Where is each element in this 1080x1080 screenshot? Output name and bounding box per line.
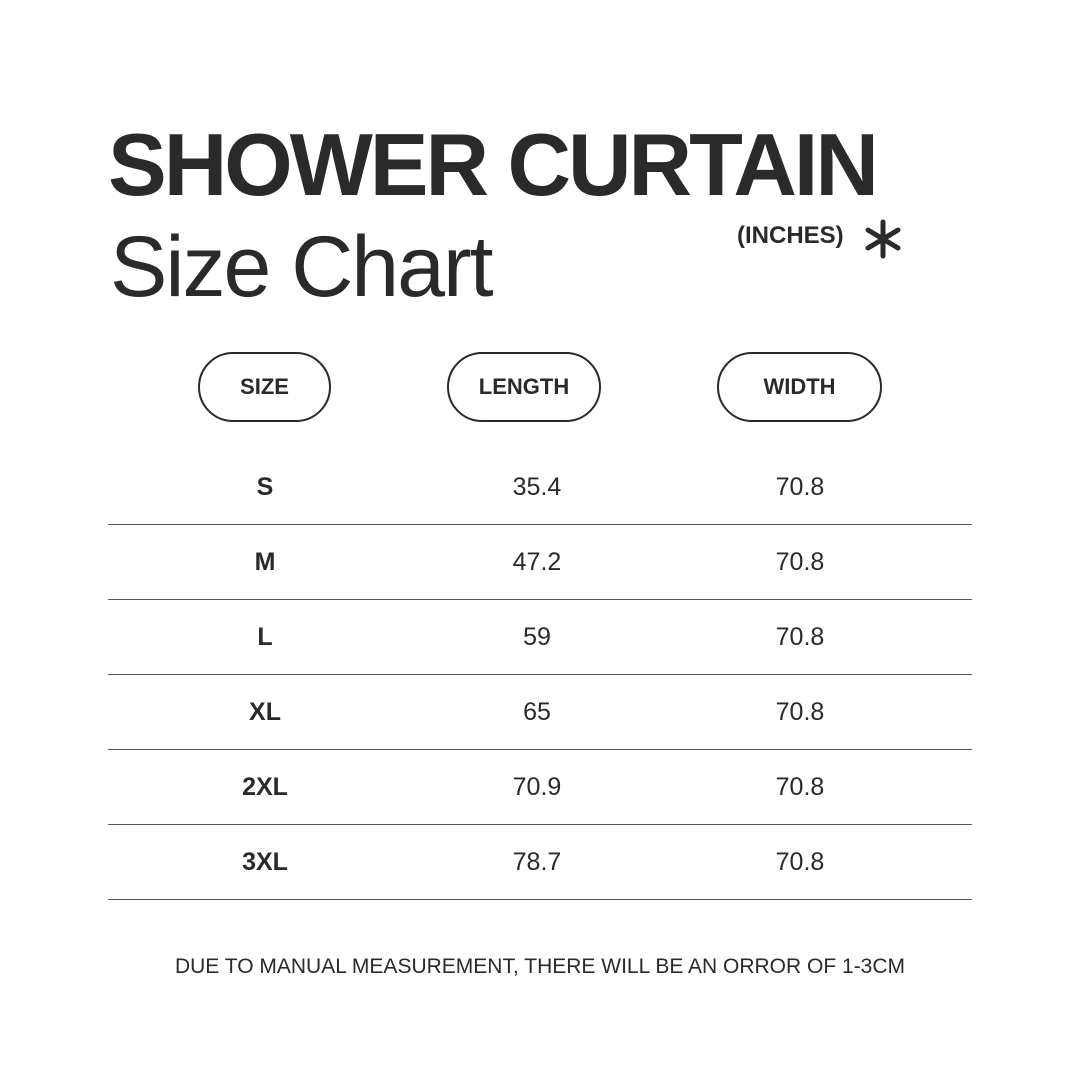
cell-width: 70.8 (775, 547, 825, 576)
page-title: SHOWER CURTAIN (108, 115, 879, 214)
header-width: WIDTH (717, 352, 882, 422)
row-divider (108, 524, 972, 525)
cell-length: 78.7 (512, 847, 562, 876)
row-divider (108, 824, 972, 825)
row-divider (108, 599, 972, 600)
cell-length: 35.4 (512, 472, 562, 501)
cell-length: 47.2 (512, 547, 562, 576)
row-divider (108, 899, 972, 900)
header-length: LENGTH (447, 352, 601, 422)
table-row: L 59 70.8 (108, 600, 972, 675)
table-row: 3XL 78.7 70.8 (108, 825, 972, 900)
table-row: M 47.2 70.8 (108, 525, 972, 600)
cell-size: M (254, 547, 276, 576)
cell-width: 70.8 (775, 847, 825, 876)
unit-label: (INCHES) (737, 222, 844, 249)
cell-size: 3XL (242, 847, 288, 876)
cell-size: L (257, 622, 273, 651)
table-row: S 35.4 70.8 (108, 450, 972, 525)
table-row: 2XL 70.9 70.8 (108, 750, 972, 825)
cell-size: S (256, 472, 274, 501)
table-row: XL 65 70.8 (108, 675, 972, 750)
cell-size: XL (249, 697, 281, 726)
row-divider (108, 749, 972, 750)
header-size: SIZE (198, 352, 331, 422)
cell-length: 65 (523, 697, 551, 726)
row-divider (108, 674, 972, 675)
cell-length: 70.9 (512, 772, 562, 801)
page-subtitle: Size Chart (110, 219, 493, 315)
cell-width: 70.8 (775, 697, 825, 726)
asterisk-icon (865, 219, 901, 259)
cell-size: 2XL (242, 772, 288, 801)
cell-width: 70.8 (775, 622, 825, 651)
cell-length: 59 (523, 622, 551, 651)
cell-width: 70.8 (775, 772, 825, 801)
cell-width: 70.8 (775, 472, 825, 501)
footer-note: DUE TO MANUAL MEASUREMENT, THERE WILL BE… (174, 955, 906, 978)
